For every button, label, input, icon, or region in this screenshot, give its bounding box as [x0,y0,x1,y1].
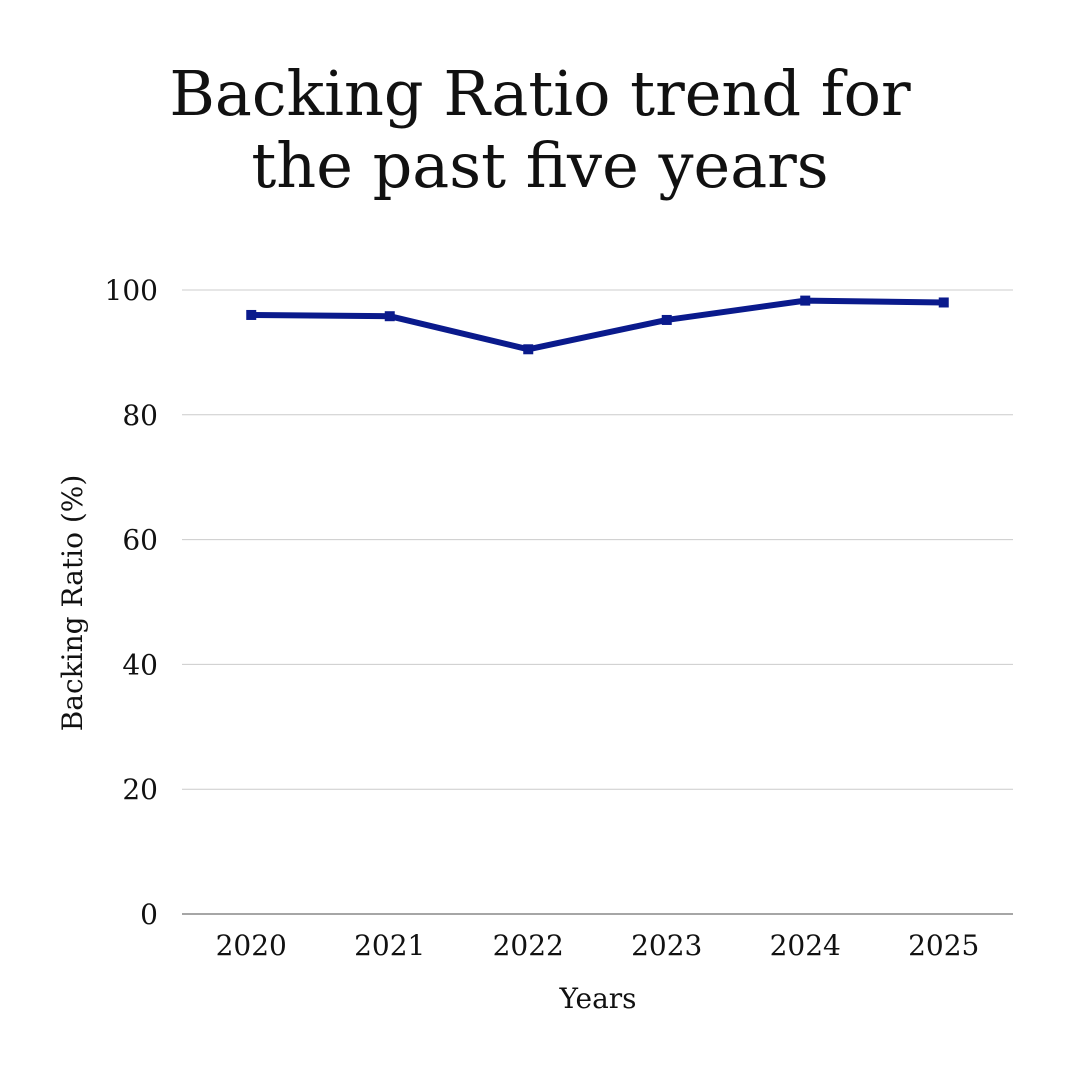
data-point-marker [523,344,534,355]
data-point-marker [661,314,672,325]
data-point-marker [384,311,395,322]
data-point-marker [938,297,949,308]
series-line [248,297,947,353]
chart-title-line-2: the past five years [251,129,829,202]
chart-title-line-1: Backing Ratio trend for [169,57,911,130]
x-tick-label: 2022 [493,929,564,962]
gridlines [182,289,1013,790]
y-tick-label: 60 [122,524,158,557]
y-axis-ticks: 0 20 40 60 80 100 [105,274,158,931]
x-tick-label: 2024 [770,929,841,962]
x-tick-label: 2025 [908,929,979,962]
x-tick-label: 2020 [216,929,287,962]
x-tick-label: 2023 [631,929,702,962]
y-axis-title: Backing Ratio (%) [56,475,89,732]
y-tick-label: 80 [122,399,158,432]
y-tick-label: 0 [140,898,158,931]
y-tick-label: 40 [122,648,158,681]
x-axis-title: Years [558,982,636,1015]
series-markers [246,295,949,355]
data-point-marker [246,309,257,320]
y-tick-label: 100 [105,274,158,307]
data-point-marker [800,295,811,306]
chart-title: Backing Ratio trend for the past five ye… [0,58,1080,202]
x-tick-label: 2021 [354,929,425,962]
y-tick-label: 20 [122,773,158,806]
x-axis-ticks: 2020 2021 2022 2023 2024 2025 [216,929,980,962]
